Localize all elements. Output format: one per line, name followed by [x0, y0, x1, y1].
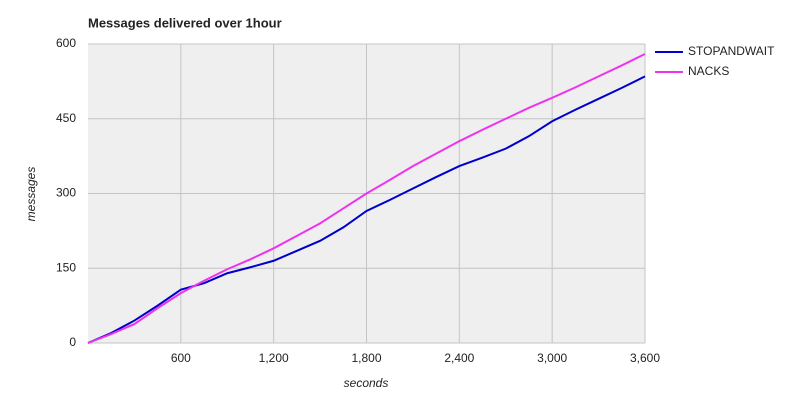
- x-tick-label: 1,800: [351, 351, 381, 365]
- x-tick-label: 3,600: [630, 351, 660, 365]
- y-tick-label: 300: [56, 186, 76, 200]
- x-tick-label: 3,000: [537, 351, 567, 365]
- y-tick-label: 600: [56, 36, 76, 50]
- x-tick-label: 1,200: [259, 351, 289, 365]
- chart-title: Messages delivered over 1hour: [88, 15, 282, 30]
- y-tick-label: 450: [56, 111, 76, 125]
- y-tick-label: 150: [56, 260, 76, 274]
- x-tick-label: 2,400: [444, 351, 474, 365]
- legend-label: STOPANDWAIT: [688, 44, 775, 58]
- y-axis-label: messages: [24, 167, 38, 222]
- series-line: [87, 75, 646, 344]
- series-line: [87, 53, 646, 344]
- y-tick-label: 0: [69, 335, 76, 349]
- x-tick-label: 600: [171, 351, 191, 365]
- x-axis-label: seconds: [344, 376, 389, 390]
- legend-label: NACKS: [688, 64, 729, 78]
